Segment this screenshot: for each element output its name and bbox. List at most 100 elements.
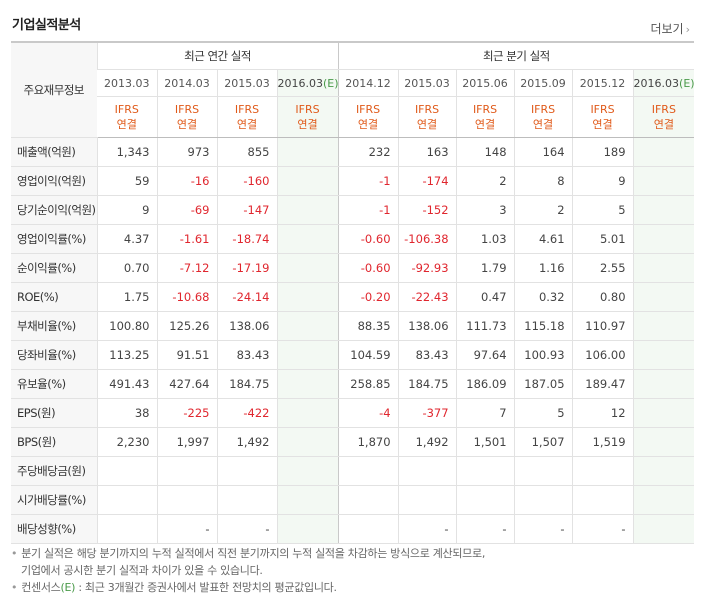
quarter-value-cell: 97.64 [455, 340, 515, 370]
period-label: 2014.03 [164, 76, 210, 90]
quarter-value-cell: 186.09 [455, 369, 515, 399]
annual-value-cell: 1,343 [96, 137, 157, 167]
quarter-period-header: 2015.09 [513, 69, 573, 97]
ifrs-label: IFRS [414, 103, 440, 116]
quarter-value-cell: 0.32 [513, 282, 573, 312]
bullet-icon: • [11, 547, 18, 560]
quarter-value-cell: 110.97 [571, 311, 634, 341]
quarter-value-cell [337, 514, 399, 544]
annual-value-cell: -10.68 [156, 282, 217, 312]
row-label: 당기순이익(억원) [11, 195, 97, 225]
consolidated-label: 연결 [116, 118, 137, 131]
row-label: 유보율(%) [11, 369, 97, 399]
more-link[interactable]: 더보기 › [650, 20, 690, 37]
quarter-value-cell [455, 485, 515, 515]
annual-value-cell: 4.37 [96, 224, 157, 254]
quarter-value-cell: 189.47 [571, 369, 634, 399]
quarter-value-cell: - [513, 514, 573, 544]
chevron-right-icon: › [685, 23, 690, 36]
ifrs-label: IFRS [590, 103, 615, 116]
annual-value-cell: 427.64 [156, 369, 217, 399]
annual-value-cell [156, 485, 217, 515]
annual-value-cell [276, 398, 339, 428]
estimate-mark: (E) [679, 76, 695, 90]
quarter-value-cell: 0.47 [455, 282, 515, 312]
ifrs-basis-header: IFRS 연결 [337, 96, 399, 138]
quarter-value-cell: 111.73 [455, 311, 515, 341]
annual-value-cell: 91.51 [156, 340, 217, 370]
ifrs-basis-header: IFRS 연결 [276, 96, 339, 138]
quarter-value-cell: 184.75 [397, 369, 457, 399]
row-label: 부채비율(%) [11, 311, 97, 341]
bullet-icon: • [11, 581, 18, 594]
ifrs-label: IFRS [355, 103, 381, 116]
quarter-value-cell: -1 [337, 166, 399, 196]
annual-value-cell [96, 485, 157, 515]
annual-value-cell: -225 [156, 398, 217, 428]
footnote-2: • 컨센서스(E) : 최근 3개월간 증권사에서 발표한 전망치의 평균값입니다… [11, 579, 485, 596]
quarter-value-cell: 138.06 [397, 311, 457, 341]
ifrs-label: IFRS [174, 103, 200, 116]
annual-value-cell: 100.80 [96, 311, 157, 341]
quarter-value-cell: 1.16 [513, 253, 573, 283]
quarter-value-cell: 1,501 [455, 427, 515, 457]
row-label: 영업이익률(%) [11, 224, 97, 254]
quarter-value-cell: - [571, 514, 634, 544]
ifrs-basis-header: IFRS 연결 [97, 96, 157, 138]
quarter-period-header: 2015.12 [571, 69, 634, 97]
period-label: 2014.12 [345, 76, 391, 90]
annual-value-cell [276, 224, 339, 254]
annual-value-cell: -69 [156, 195, 217, 225]
row-label: 배당성향(%) [11, 514, 97, 544]
quarter-value-cell [632, 456, 695, 486]
quarter-value-cell: 1.79 [455, 253, 515, 283]
quarter-value-cell: 88.35 [337, 311, 399, 341]
footnotes: • 분기 실적은 해당 분기까지의 누적 실적에서 직전 분기까지의 누적 실적을… [11, 545, 485, 596]
financial-table: 주요재무정보 최근 연간 실적 최근 분기 실적 2013.03 2014.03 2… [11, 41, 695, 544]
footnote-2-est: (E) [60, 581, 76, 594]
quarter-value-cell [632, 224, 695, 254]
quarter-value-cell [632, 514, 695, 544]
quarter-value-cell [632, 398, 695, 428]
row-label: 주당배당금(원) [11, 456, 97, 486]
row-label: 순이익률(%) [11, 253, 97, 283]
annual-value-cell: - [216, 514, 277, 544]
row-label: 영업이익(억원) [11, 166, 97, 196]
table-row: BPS(원) 2,230 1,997 1,492 1,870 1,492 1,501 1,50… [11, 427, 695, 457]
annual-value-cell: 1.75 [96, 282, 157, 312]
annual-value-cell: 1,492 [216, 427, 277, 457]
quarter-value-cell: 1,870 [337, 427, 399, 457]
annual-value-cell [276, 427, 339, 457]
table-row: 부채비율(%) 100.80 125.26 138.06 88.35 138.06 111.… [11, 311, 695, 341]
consolidated-label: 연결 [532, 118, 554, 131]
annual-value-cell [276, 485, 339, 515]
quarter-value-cell: 2 [455, 166, 515, 196]
consolidated-label: 연결 [176, 118, 198, 131]
quarter-value-cell [632, 427, 695, 457]
annual-value-cell: -17.19 [216, 253, 277, 283]
annual-value-cell: 1,997 [156, 427, 217, 457]
row-label: 매출액(억원) [11, 137, 97, 167]
annual-value-cell: 2,230 [96, 427, 157, 457]
annual-value-cell: 138.06 [216, 311, 277, 341]
annual-group-header: 최근 연간 실적 [96, 42, 339, 70]
annual-value-cell: 113.25 [96, 340, 157, 370]
annual-value-cell: -160 [216, 166, 277, 196]
footnote-1-cont: 기업에서 공시한 분기 실적과 차이가 있을 수 있습니다. [21, 564, 263, 577]
quarter-value-cell [513, 456, 573, 486]
quarter-value-cell: 187.05 [513, 369, 573, 399]
row-label: BPS(원) [11, 427, 97, 457]
period-label: 2015.03 [224, 76, 270, 90]
period-label: 2013.03 [104, 76, 150, 90]
ifrs-basis-header: IFRS 연결 [216, 96, 277, 138]
annual-value-cell [96, 456, 157, 486]
table-row: 주당배당금(원) [11, 456, 695, 486]
quarter-value-cell: 5.01 [571, 224, 634, 254]
quarter-value-cell: -0.60 [337, 253, 399, 283]
quarter-value-cell: - [397, 514, 457, 544]
quarter-value-cell [455, 456, 515, 486]
quarter-value-cell [632, 137, 695, 167]
quarter-value-cell: -92.93 [397, 253, 457, 283]
quarter-value-cell [632, 253, 695, 283]
annual-value-cell [276, 311, 339, 341]
